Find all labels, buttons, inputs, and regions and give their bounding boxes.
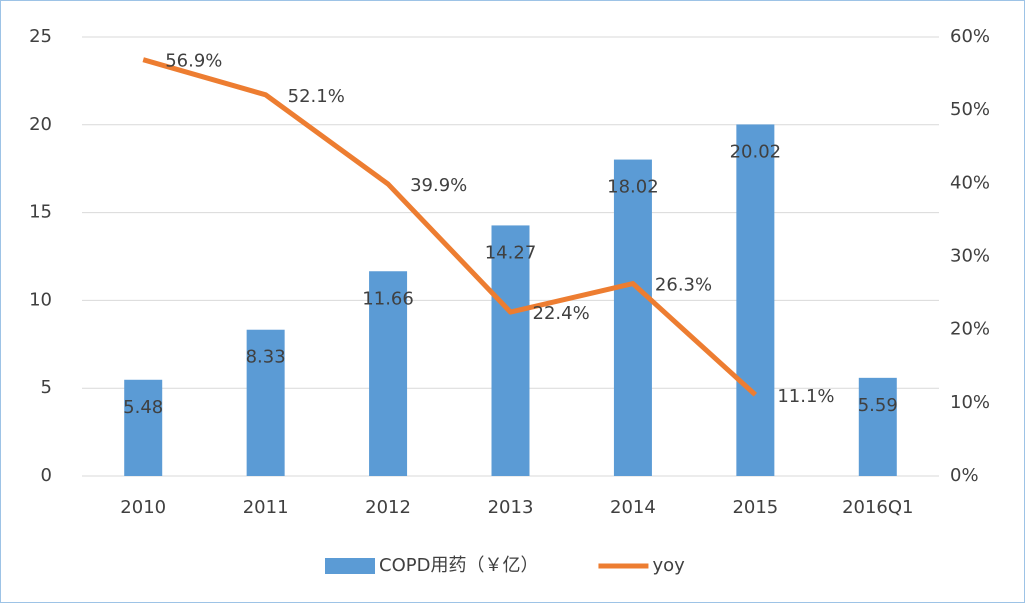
y2-tick-label: 0%	[950, 465, 979, 486]
x-tick-label: 2014	[610, 497, 656, 518]
line-value-label: 56.9%	[165, 51, 222, 72]
legend-label: COPD用药（￥亿）	[379, 555, 538, 576]
line	[142, 57, 758, 397]
y2-tick-label: 20%	[950, 319, 990, 340]
x-tick-label: 2015	[732, 497, 778, 518]
bar-value-label: 8.33	[246, 347, 286, 368]
y-tick-label: 0	[41, 465, 52, 486]
legend-swatch	[325, 558, 375, 574]
bar-value-label: 20.02	[730, 141, 782, 162]
x-tick-label: 2010	[120, 497, 166, 518]
x-tick-label: 2012	[365, 497, 411, 518]
line-value-label: 52.1%	[288, 86, 345, 107]
bar-value-label: 11.66	[362, 288, 414, 309]
x-tick-label: 2011	[243, 497, 289, 518]
bar	[369, 271, 408, 476]
y2-tick-label: 60%	[950, 26, 990, 47]
line-value-label: 22.4%	[533, 303, 590, 324]
bar	[124, 379, 163, 476]
y2-tick-label: 10%	[950, 392, 990, 413]
y-tick-label: 25	[29, 26, 52, 47]
y-tick-label: 15	[29, 202, 52, 223]
legend-label: yoy	[652, 555, 685, 576]
line-value-label: 39.9%	[410, 175, 467, 196]
bar	[858, 377, 897, 476]
bar	[246, 329, 285, 476]
y2-tick-label: 40%	[950, 172, 990, 193]
y2-tick-label: 50%	[950, 99, 990, 120]
y-tick-label: 10	[29, 289, 52, 310]
bar-value-label: 5.59	[858, 395, 898, 416]
x-tick-label: 2013	[488, 497, 534, 518]
bar	[736, 124, 775, 477]
bar	[613, 159, 652, 477]
y2-tick-label: 30%	[950, 246, 990, 267]
x-tick-label: 2016Q1	[842, 497, 913, 518]
y-tick-label: 5	[41, 377, 52, 398]
line-value-label: 26.3%	[655, 275, 712, 296]
bar-value-label: 14.27	[485, 242, 537, 263]
bar-value-label: 5.48	[123, 397, 163, 418]
y-tick-label: 20	[29, 114, 52, 135]
line-value-label: 11.1%	[777, 386, 834, 407]
bar-value-label: 18.02	[607, 177, 659, 198]
bar	[491, 225, 530, 476]
